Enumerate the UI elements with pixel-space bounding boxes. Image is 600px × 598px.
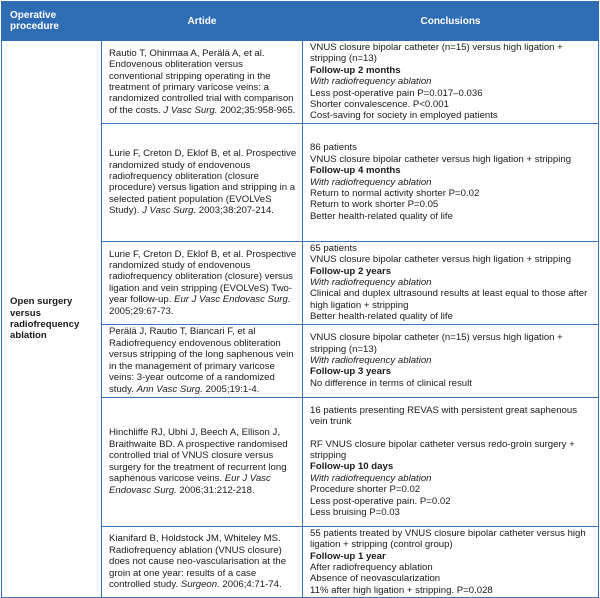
header-conclusions: Conclusions (302, 1, 599, 41)
conclusion-line: 65 patients (310, 242, 357, 254)
conclusion-line: Return to work shorter P=0.05 (310, 199, 439, 211)
article-cell: Lurie F, Creton D, Eklof B, et al. Prosp… (101, 122, 303, 242)
article-journal: Ann Vasc Surg. (136, 383, 203, 395)
conclusion-line: VNUS closure bipolar catheter versus hig… (310, 153, 572, 165)
conclusion-line: Follow-up 10 days (310, 461, 394, 473)
article-article: Lurie F, Creton D, Eklof B, et al. Prosp… (109, 248, 297, 306)
article-ref: 2006;31:212-218. (176, 484, 255, 496)
table-row: Open surgery versus radiofrequency ablat… (1, 39, 599, 598)
conclusion-line: Less post-operative pain. P=0.02 (310, 495, 451, 507)
procedure-cell: Open surgery versus radiofrequency ablat… (1, 39, 102, 598)
conclusion-line: Follow-up 4 months (310, 165, 401, 177)
article-ref: 2003;38:207-214. (196, 205, 274, 217)
conclusion-line: VNUS closure bipolar catheter versus hig… (310, 254, 572, 266)
article-ref: 2002;35:958-965. (217, 104, 296, 116)
article-cell: Kianifard B, Holdstock JM, Whiteley MS. … (101, 525, 303, 598)
conclusion-line: VNUS closure bipolar catheter (n=15) ver… (310, 332, 563, 355)
header-procedure: Operative procedure (1, 1, 102, 41)
article-article: Rautio T, Ohinmaa A, Perälä A, et al. En… (109, 47, 294, 116)
article-article: Lurie F, Creton D, Eklof B, et al. Prosp… (109, 148, 297, 217)
conclusion-line: With radiofrequency ablation (310, 176, 432, 188)
article-cell: Rautio T, Ohinmaa A, Perälä A, et al. En… (101, 40, 303, 124)
conclusion-line: With radiofrequency ablation (310, 76, 432, 88)
conclusion-line: With radiofrequency ablation (310, 472, 432, 484)
conclusion-line: Better health-related quality of life (310, 210, 453, 222)
table-row: Lurie F, Creton D, Eklof B, et al. Prosp… (2, 122, 599, 242)
table-row: Perälä J, Rautio T, Biancari F, et al Ra… (2, 323, 599, 398)
conclusion-line: Absence of neovascularization (310, 573, 441, 585)
conclusions-cell: VNUS closure bipolar catheter (n=15) ver… (302, 40, 599, 124)
conclusion-line (310, 428, 594, 439)
conclusion-line: Follow-up 1 year (310, 550, 386, 562)
conclusion-line: Less post-operative pain P=0.017–0.036 (310, 87, 483, 99)
article-cell: Lurie F, Creton D, Eklof B, et al. Prosp… (101, 240, 303, 325)
table-row: Lurie F, Creton D, Eklof B, et al. Prosp… (2, 240, 599, 325)
article-journal: Eur J Vasc Endovasc Surg. (109, 473, 271, 496)
conclusion-line: VNUS closure bipolar catheter (n=15) ver… (310, 42, 563, 65)
conclusions-cell: VNUS closure bipolar catheter (n=15) ver… (302, 323, 599, 398)
conclusion-line: Better health-related quality of life (310, 311, 453, 323)
conclusion-line: Follow-up 2 months (310, 64, 401, 76)
conclusion-line: Follow-up 2 years (310, 265, 392, 277)
conclusion-line: With radiofrequency ablation (310, 354, 432, 366)
article-ref: 2005;19:1-4. (202, 383, 260, 395)
table-row: Hinchliffe RJ, Ubhi J, Beech A, Ellison … (2, 396, 599, 527)
article-journal: Eur J Vasc Endovasc Surg. (174, 294, 291, 306)
conclusion-line: After radiofrequency ablation (310, 561, 433, 573)
conclusion-line: Less bruising P=0.03 (310, 507, 400, 519)
conclusion-line: With radiofrequency ablation (310, 277, 432, 289)
article-journal: J Vasc Surg. (163, 104, 218, 116)
article-article: Hinchliffe RJ, Ubhi J, Beech A, Ellison … (109, 427, 288, 485)
header-article: Artide (101, 1, 303, 41)
conclusion-line: Return to normal activity shorter P=0.02 (310, 188, 480, 200)
conclusion-line: Clinical and duplex ultrasound results a… (310, 288, 588, 311)
conclusion-line: Shorter convalescence. P<0.001 (310, 99, 449, 111)
header-row: Operative procedure Artide Conclusions (1, 1, 599, 41)
conclusion-line: Follow-up 3 years (310, 366, 392, 378)
conclusions-cell: 16 patients presenting REVAS with persis… (302, 396, 599, 527)
article-journal: J Vasc Surg. (142, 205, 197, 217)
conclusion-line: Cost-saving for society in employed pati… (310, 110, 498, 122)
conclusions-cell: 55 patients treated by VNUS closure bipo… (302, 525, 599, 598)
conclusion-line: Procedure shorter P=0.02 (310, 484, 421, 496)
conclusion-line: 16 patients presenting REVAS with persis… (310, 404, 578, 428)
conclusions-cell: 86 patients VNUS closure bipolar catheter… (302, 122, 599, 242)
conclusion-line: RF VNUS closure bipolar catheter versus … (310, 438, 575, 462)
conclusions-cell: 65 patients VNUS closure bipolar catheter… (302, 240, 599, 325)
article-ref: 2005;29:67-73. (109, 305, 174, 317)
article-cell: Perälä J, Rautio T, Biancari F, et al Ra… (101, 323, 303, 398)
conclusion-line: 55 patients treated by VNUS closure bipo… (310, 527, 586, 551)
conclusion-line: 86 patients (310, 142, 357, 154)
conclusion-line: No difference in terms of clinical resul… (310, 377, 472, 389)
article-article: Perälä J, Rautio T, Biancari F, et al Ra… (109, 326, 294, 395)
article-cell: Hinchliffe RJ, Ubhi J, Beech A, Ellison … (101, 396, 303, 527)
conclusion-line: 11% after high ligation + stripping. P=0… (310, 584, 493, 596)
